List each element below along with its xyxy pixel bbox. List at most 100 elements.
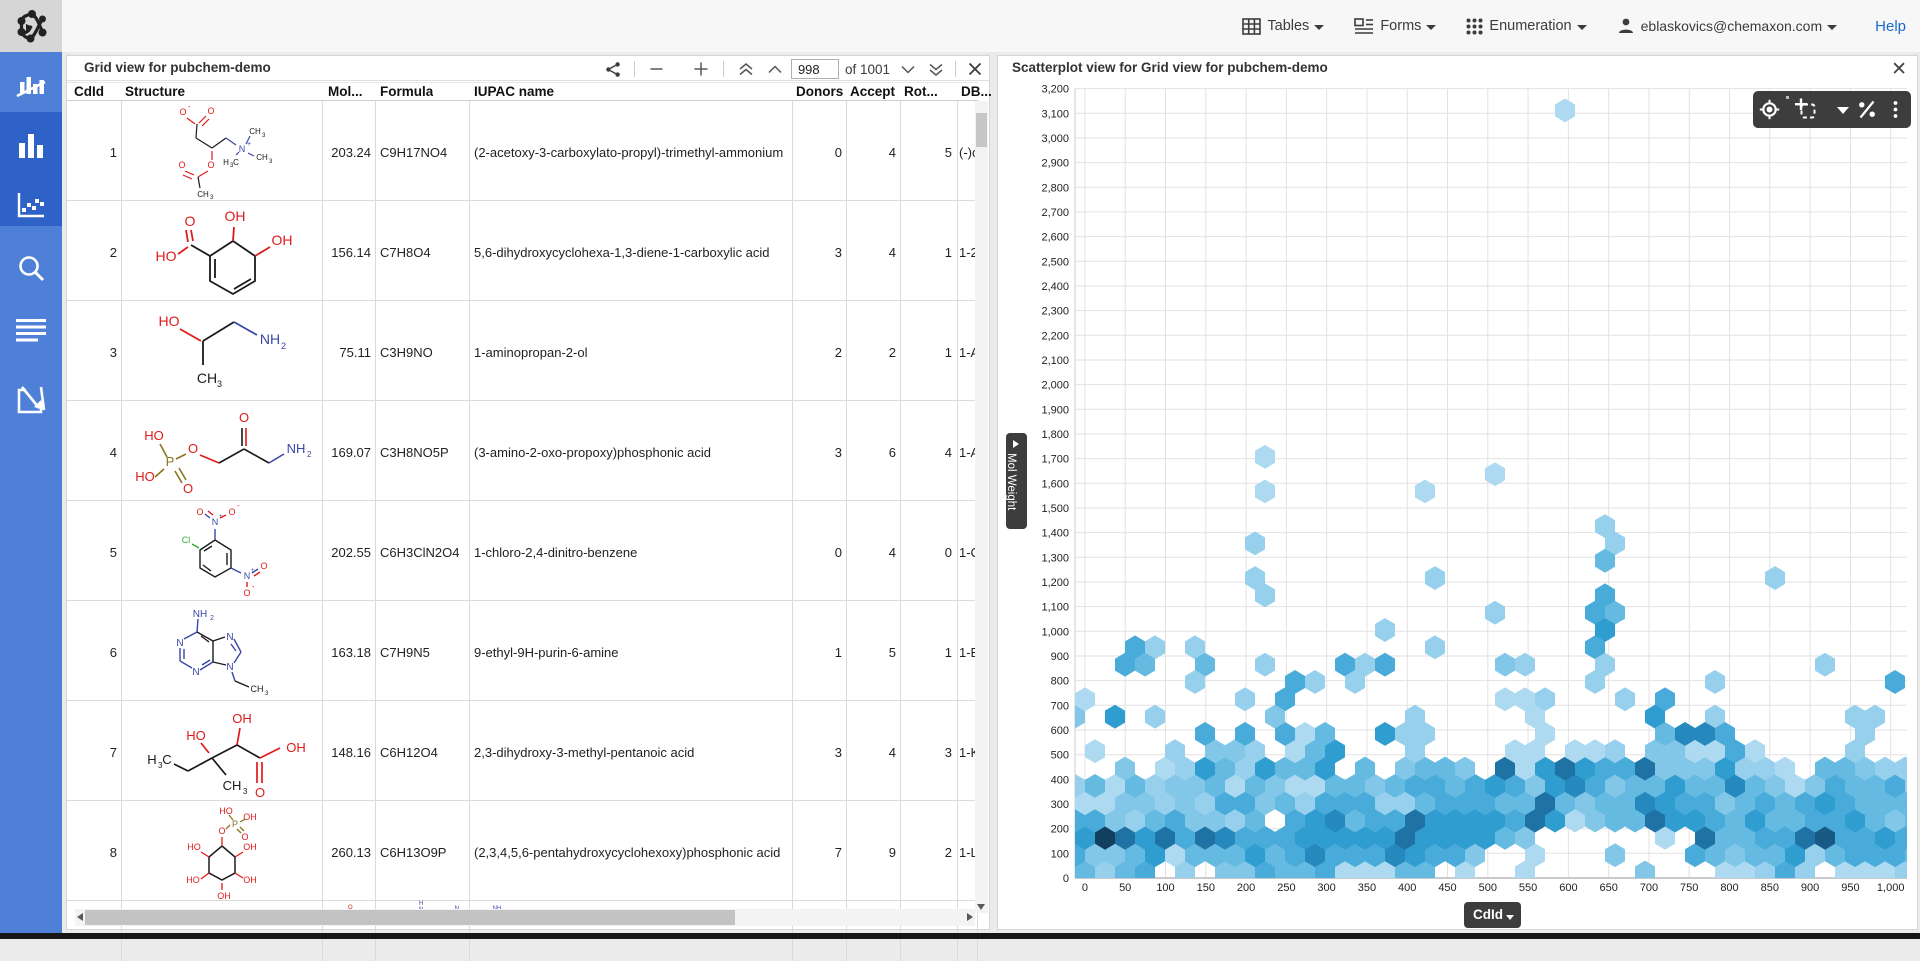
svg-text:1,700: 1,700	[1041, 454, 1069, 466]
svg-text:O: O	[241, 832, 248, 842]
svg-text:N: N	[226, 662, 233, 673]
svg-text:2: 2	[307, 450, 312, 459]
svg-text:500: 500	[1051, 750, 1069, 762]
svg-text:1,200: 1,200	[1041, 577, 1069, 589]
svg-text:0: 0	[1063, 873, 1069, 885]
svg-text:P: P	[232, 819, 238, 829]
svg-text:OH: OH	[272, 232, 293, 248]
svg-text:O: O	[179, 107, 186, 117]
svg-text:CH: CH	[197, 370, 217, 386]
svg-text:2: 2	[210, 615, 214, 622]
svg-text:N: N	[239, 144, 246, 154]
svg-text:2,000: 2,000	[1041, 380, 1069, 392]
svg-text:OH: OH	[225, 208, 246, 224]
svg-text:NH: NH	[193, 609, 207, 620]
svg-text:850: 850	[1761, 882, 1779, 894]
svg-text:O: O	[196, 507, 203, 517]
svg-text:P: P	[166, 454, 175, 469]
svg-text:650: 650	[1600, 882, 1618, 894]
svg-text:CH: CH	[197, 190, 209, 199]
svg-text:2,500: 2,500	[1041, 256, 1069, 268]
svg-text:3,200: 3,200	[1041, 84, 1069, 96]
svg-text:O: O	[228, 507, 235, 517]
svg-text:O: O	[185, 213, 196, 229]
svg-text:H: H	[147, 752, 156, 767]
svg-text:OH: OH	[243, 812, 257, 822]
svg-text:550: 550	[1519, 882, 1537, 894]
svg-text:H: H	[223, 158, 229, 167]
svg-text:2,300: 2,300	[1041, 306, 1069, 318]
svg-text:O: O	[183, 481, 193, 496]
svg-text:-: -	[252, 582, 255, 591]
svg-text:N: N	[176, 638, 183, 649]
svg-text:100: 100	[1051, 848, 1069, 860]
svg-text:700: 700	[1640, 882, 1658, 894]
svg-text:O: O	[243, 588, 250, 598]
svg-text:750: 750	[1680, 882, 1698, 894]
svg-text:HO: HO	[135, 469, 155, 484]
svg-text:1,400: 1,400	[1041, 528, 1069, 540]
svg-text:1,300: 1,300	[1041, 552, 1069, 564]
svg-text:O: O	[255, 785, 265, 800]
svg-text:900: 900	[1801, 882, 1819, 894]
svg-text:3: 3	[243, 787, 248, 796]
svg-text:OH: OH	[286, 740, 306, 755]
svg-text:300: 300	[1051, 799, 1069, 811]
svg-text:800: 800	[1720, 882, 1738, 894]
svg-text:NH: NH	[260, 331, 280, 347]
svg-text:3: 3	[262, 133, 266, 139]
svg-text:O: O	[260, 561, 267, 571]
svg-text:350: 350	[1358, 882, 1376, 894]
svg-text:1,900: 1,900	[1041, 404, 1069, 416]
svg-text:3: 3	[230, 163, 234, 169]
svg-text:3: 3	[217, 379, 222, 389]
svg-text:HO: HO	[187, 842, 201, 852]
svg-text:3: 3	[158, 761, 163, 770]
svg-text:200: 200	[1051, 824, 1069, 836]
svg-text:HO: HO	[156, 248, 177, 264]
svg-text:OH: OH	[232, 711, 252, 726]
svg-text:CH: CH	[223, 778, 242, 793]
svg-text:3: 3	[265, 691, 269, 697]
svg-text:-: -	[188, 102, 191, 111]
svg-text:1,500: 1,500	[1041, 503, 1069, 515]
svg-text:1,000: 1,000	[1877, 882, 1905, 894]
svg-text:O: O	[218, 826, 225, 836]
svg-text:150: 150	[1197, 882, 1215, 894]
svg-text:900: 900	[1051, 651, 1069, 663]
svg-text:OH: OH	[243, 875, 257, 885]
svg-text:+: +	[247, 141, 251, 148]
svg-text:1,000: 1,000	[1041, 626, 1069, 638]
svg-text:2,100: 2,100	[1041, 355, 1069, 367]
svg-text:O: O	[207, 106, 214, 116]
svg-text:C: C	[162, 752, 171, 767]
svg-text:CH: CH	[249, 127, 261, 136]
svg-text:3,000: 3,000	[1041, 133, 1069, 145]
svg-text:HO: HO	[144, 428, 164, 443]
svg-text:2,800: 2,800	[1041, 182, 1069, 194]
svg-text:OH: OH	[243, 842, 257, 852]
svg-text:3,100: 3,100	[1041, 108, 1069, 120]
svg-text:2,700: 2,700	[1041, 207, 1069, 219]
svg-text:N: N	[244, 571, 251, 581]
svg-text:CH: CH	[256, 153, 268, 162]
svg-text:C: C	[233, 158, 239, 167]
svg-text:450: 450	[1438, 882, 1456, 894]
svg-text:3: 3	[210, 195, 214, 201]
svg-text:500: 500	[1479, 882, 1497, 894]
svg-text:1,100: 1,100	[1041, 602, 1069, 614]
svg-text:+: +	[251, 568, 255, 574]
svg-text:100: 100	[1156, 882, 1174, 894]
svg-text:700: 700	[1051, 700, 1069, 712]
svg-text:N: N	[192, 667, 199, 678]
svg-text:400: 400	[1051, 774, 1069, 786]
svg-text:400: 400	[1398, 882, 1416, 894]
svg-text:0: 0	[1082, 882, 1088, 894]
svg-text:HO: HO	[186, 728, 206, 743]
svg-text:HO: HO	[219, 806, 233, 816]
svg-text:2,400: 2,400	[1041, 281, 1069, 293]
svg-text:1,800: 1,800	[1041, 429, 1069, 441]
svg-text:1,600: 1,600	[1041, 478, 1069, 490]
svg-text:NH: NH	[287, 441, 306, 456]
svg-text:O: O	[239, 410, 249, 425]
